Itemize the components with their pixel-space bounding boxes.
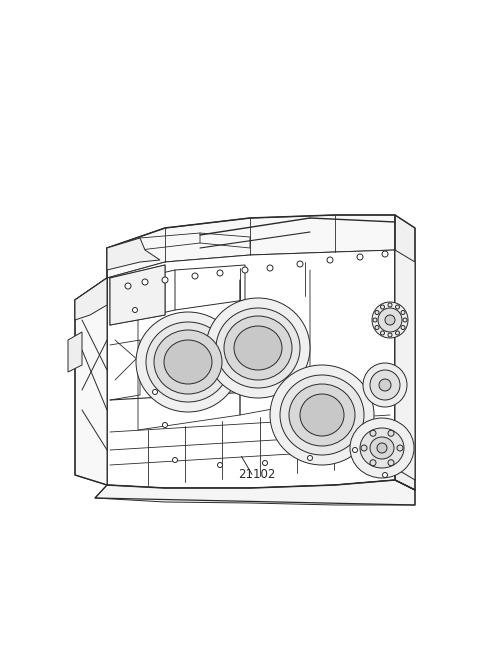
Polygon shape: [107, 250, 395, 488]
Ellipse shape: [234, 326, 282, 370]
Ellipse shape: [363, 363, 407, 407]
Circle shape: [375, 326, 379, 329]
Circle shape: [263, 460, 267, 466]
Circle shape: [370, 460, 376, 466]
Circle shape: [388, 460, 394, 466]
Circle shape: [381, 331, 384, 335]
Circle shape: [385, 315, 395, 325]
Circle shape: [388, 430, 394, 436]
Ellipse shape: [370, 437, 394, 459]
Circle shape: [132, 307, 137, 312]
Circle shape: [388, 303, 392, 307]
Polygon shape: [75, 278, 107, 485]
Circle shape: [327, 257, 333, 263]
Circle shape: [357, 254, 363, 260]
Ellipse shape: [154, 330, 222, 394]
Polygon shape: [110, 265, 165, 325]
Ellipse shape: [289, 384, 355, 446]
Circle shape: [125, 283, 131, 289]
Circle shape: [388, 333, 392, 337]
Ellipse shape: [370, 370, 400, 400]
Circle shape: [397, 445, 403, 451]
Circle shape: [382, 251, 388, 257]
Polygon shape: [107, 215, 395, 278]
Circle shape: [153, 390, 157, 394]
Polygon shape: [107, 238, 160, 270]
Polygon shape: [68, 332, 82, 372]
Circle shape: [352, 447, 358, 453]
Circle shape: [217, 462, 223, 468]
Ellipse shape: [146, 322, 230, 402]
Circle shape: [142, 279, 148, 285]
Circle shape: [401, 310, 405, 314]
Circle shape: [172, 457, 178, 462]
Circle shape: [383, 443, 387, 447]
Ellipse shape: [136, 312, 240, 412]
Circle shape: [242, 267, 248, 273]
Circle shape: [396, 305, 399, 309]
Circle shape: [379, 379, 391, 391]
Ellipse shape: [224, 316, 292, 380]
Polygon shape: [95, 480, 415, 505]
Circle shape: [401, 326, 405, 329]
Polygon shape: [395, 250, 415, 480]
Circle shape: [297, 261, 303, 267]
Circle shape: [383, 472, 387, 477]
Ellipse shape: [280, 375, 364, 455]
Text: 21102: 21102: [238, 468, 276, 481]
Circle shape: [267, 265, 273, 271]
Ellipse shape: [360, 428, 404, 468]
Ellipse shape: [378, 308, 402, 332]
Circle shape: [162, 277, 168, 283]
Circle shape: [381, 305, 384, 309]
Circle shape: [308, 455, 312, 460]
Ellipse shape: [350, 418, 414, 478]
Circle shape: [192, 273, 198, 279]
Ellipse shape: [300, 394, 344, 436]
Circle shape: [377, 443, 387, 453]
Circle shape: [370, 430, 376, 436]
Ellipse shape: [164, 340, 212, 384]
Polygon shape: [395, 215, 415, 490]
Polygon shape: [75, 278, 107, 320]
Ellipse shape: [206, 298, 310, 398]
Circle shape: [375, 310, 379, 314]
Circle shape: [163, 422, 168, 428]
Circle shape: [403, 318, 407, 322]
Ellipse shape: [216, 308, 300, 388]
Circle shape: [217, 270, 223, 276]
Ellipse shape: [372, 302, 408, 338]
Circle shape: [396, 331, 399, 335]
Circle shape: [373, 318, 377, 322]
Ellipse shape: [270, 365, 374, 465]
Circle shape: [361, 445, 367, 451]
